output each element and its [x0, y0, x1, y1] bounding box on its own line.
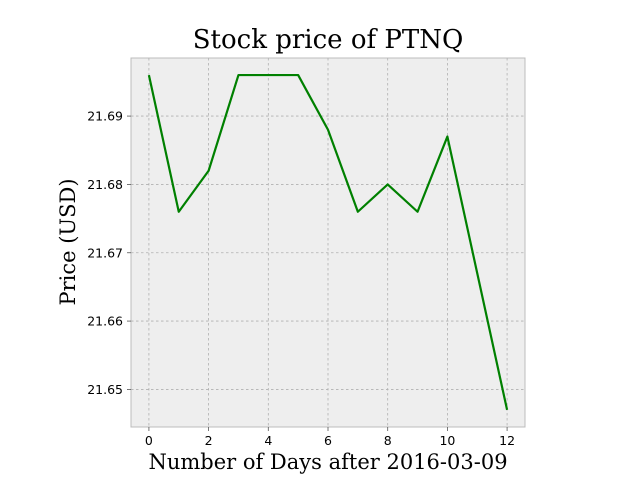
- series-group: [147, 73, 509, 411]
- y-tick-label: 21.68: [87, 177, 123, 192]
- grid-lines: [131, 58, 525, 427]
- x-tick-label: 12: [499, 433, 515, 448]
- axis-ticks: 0 2 4 6 8 10 12 21.65 21.66 21.67 21.68 21.69: [87, 109, 515, 448]
- y-tick-label: 21.65: [87, 382, 123, 397]
- x-tick-label: 2: [205, 433, 213, 448]
- chart-title: Stock price of PTNQ: [193, 25, 464, 55]
- x-tick-label: 8: [384, 433, 392, 448]
- x-axis-label: Number of Days after 2016-03-09: [148, 450, 507, 474]
- y-tick-label: 21.69: [87, 109, 123, 124]
- y-axis-label: Price (USD): [56, 178, 80, 305]
- x-tick-label: 4: [264, 433, 272, 448]
- x-tick-label: 6: [324, 433, 332, 448]
- x-tick-label: 10: [439, 433, 455, 448]
- y-tick-label: 21.66: [87, 314, 123, 329]
- series-line: [147, 73, 509, 411]
- y-tick-label: 21.67: [87, 245, 123, 260]
- x-tick-label: 0: [145, 433, 153, 448]
